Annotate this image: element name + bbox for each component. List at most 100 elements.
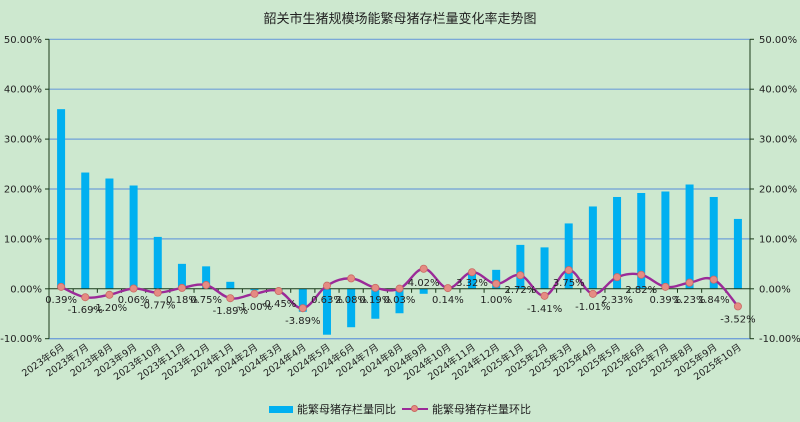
data-label: 2.82% xyxy=(625,285,657,296)
bar[interactable] xyxy=(81,172,90,289)
data-label: -1.41% xyxy=(527,304,562,315)
data-label: 3.32% xyxy=(456,278,488,289)
line-marker[interactable] xyxy=(613,273,622,282)
data-label: -0.77% xyxy=(140,301,175,312)
line-marker[interactable] xyxy=(733,302,742,311)
bar[interactable] xyxy=(613,196,622,289)
bar[interactable] xyxy=(153,236,162,289)
line-marker[interactable] xyxy=(371,283,380,292)
legend-item-mom[interactable]: 能繁母猪存栏量环比 xyxy=(402,401,531,417)
line-marker[interactable] xyxy=(395,284,404,293)
line-marker[interactable] xyxy=(419,264,428,273)
bar[interactable] xyxy=(468,272,477,289)
line-marker[interactable] xyxy=(709,275,718,284)
bar[interactable] xyxy=(637,192,646,289)
legend-line-marker-icon xyxy=(402,404,428,414)
legend-item-yoy[interactable]: 能繁母猪存栏量同比 xyxy=(269,401,396,417)
bar[interactable] xyxy=(298,288,307,312)
y-left-tick-label: 10.00% xyxy=(4,234,42,245)
line-marker[interactable] xyxy=(177,283,186,292)
legend-label-mom: 能繁母猪存栏量环比 xyxy=(432,403,531,416)
bar[interactable] xyxy=(105,178,114,289)
data-label: -1.00% xyxy=(237,302,272,313)
bar[interactable] xyxy=(564,223,573,289)
data-label: 0.14% xyxy=(432,295,464,306)
data-label: -3.52% xyxy=(720,314,755,325)
line-marker[interactable] xyxy=(661,282,670,291)
chart-title: 韶关市生猪规模场能繁母猪存栏量变化率走势图 xyxy=(263,12,537,27)
line-marker[interactable] xyxy=(298,304,307,313)
bar[interactable] xyxy=(202,266,211,289)
legend-label-yoy: 能繁母猪存栏量同比 xyxy=(297,403,396,416)
line-marker[interactable] xyxy=(274,287,283,296)
bar[interactable] xyxy=(685,184,694,289)
data-label: 2.33% xyxy=(601,295,633,306)
bar[interactable] xyxy=(395,288,404,314)
data-label: -3.89% xyxy=(285,316,320,327)
line-marker[interactable] xyxy=(129,284,138,293)
data-label: 0.75% xyxy=(190,295,222,306)
line-marker[interactable] xyxy=(202,281,211,290)
y-right-tick-label: -10.00% xyxy=(759,334,800,345)
data-label: 0.18% xyxy=(166,295,198,306)
bar-series-yoy xyxy=(57,109,742,335)
bar[interactable] xyxy=(733,218,742,289)
bar[interactable] xyxy=(516,244,525,289)
bar[interactable] xyxy=(588,206,597,289)
y-left-tick-label: 30.00% xyxy=(4,135,42,146)
line-marker[interactable] xyxy=(468,268,477,277)
bar[interactable] xyxy=(371,288,380,319)
line-marker[interactable] xyxy=(492,279,501,288)
y-left-tick-label: 40.00% xyxy=(4,85,42,96)
data-label: 0.06% xyxy=(118,295,150,306)
line-marker[interactable] xyxy=(347,274,356,283)
bar[interactable] xyxy=(540,247,549,289)
data-label: -1.01% xyxy=(575,302,610,313)
line-marker[interactable] xyxy=(322,281,331,290)
bar[interactable] xyxy=(57,109,66,289)
bar[interactable] xyxy=(661,191,670,289)
bar[interactable] xyxy=(709,196,718,289)
line-marker[interactable] xyxy=(540,291,549,300)
line-marker[interactable] xyxy=(81,293,90,302)
line-marker[interactable] xyxy=(637,270,646,279)
y-right-tick-label: 30.00% xyxy=(759,135,797,146)
bar[interactable] xyxy=(226,281,235,289)
data-label: -1.89% xyxy=(213,306,248,317)
line-marker[interactable] xyxy=(250,289,259,298)
bar[interactable] xyxy=(492,269,501,289)
bar[interactable] xyxy=(129,185,138,289)
bar[interactable] xyxy=(322,288,331,335)
data-label: 3.75% xyxy=(553,278,585,289)
bar[interactable] xyxy=(419,288,428,294)
line-marker[interactable] xyxy=(153,288,162,297)
data-label: 4.02% xyxy=(408,278,440,289)
line-marker[interactable] xyxy=(443,284,452,293)
legend-bar-swatch-icon xyxy=(269,405,293,413)
y-left-tick-label: 0.00% xyxy=(10,284,42,295)
y-left-tick-label: -10.00% xyxy=(0,334,42,345)
line-marker[interactable] xyxy=(685,278,694,287)
bar[interactable] xyxy=(250,288,259,291)
data-label: -1.69% xyxy=(68,305,103,316)
line-marker[interactable] xyxy=(105,290,114,299)
gridlines xyxy=(49,38,750,340)
data-label: 1.23% xyxy=(674,295,706,306)
data-label: 0.39% xyxy=(45,295,77,306)
y-right-tick-label: 50.00% xyxy=(759,35,797,46)
data-label: 0.19% xyxy=(359,295,391,306)
line-marker[interactable] xyxy=(516,271,525,280)
line-marker[interactable] xyxy=(564,266,573,275)
bar[interactable] xyxy=(177,263,186,289)
y-left-tick-label: 20.00% xyxy=(4,185,42,196)
y-right-tick-label: 40.00% xyxy=(759,85,797,96)
bar[interactable] xyxy=(347,288,356,328)
y-right-tick-label: 10.00% xyxy=(759,234,797,245)
line-marker[interactable] xyxy=(588,289,597,298)
data-label: 2.08% xyxy=(335,295,367,306)
line-marker[interactable] xyxy=(57,282,66,291)
legend: 能繁母猪存栏量同比 能繁母猪存栏量环比 xyxy=(0,401,800,417)
line-marker[interactable] xyxy=(226,294,235,303)
